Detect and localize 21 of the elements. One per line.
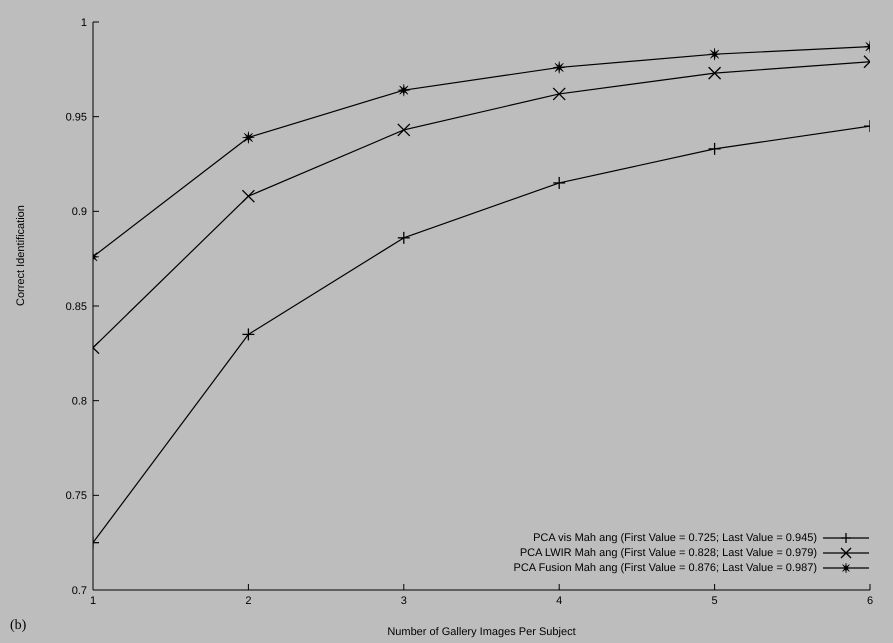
x-tick-label: 5: [712, 594, 718, 607]
text: (b): [10, 618, 26, 634]
y-tick-label: 0.75: [66, 490, 87, 502]
x-tick-label: 2: [245, 594, 252, 607]
x-tick-label: 4: [556, 594, 562, 607]
y-tick-label: 0.95: [66, 112, 87, 124]
legend-label: PCA Fusion Mah ang (First Value = 0.876; Last Value = 0.987): [514, 562, 817, 574]
point: [552, 61, 566, 74]
y-tick-label: 0.9: [72, 206, 87, 218]
y-axis-title: Correct Identification: [14, 205, 27, 306]
x-tick-label: 3: [400, 594, 407, 607]
y-tick-label: 0.85: [66, 300, 87, 313]
legend-label: PCA LWIR Mah ang (First Value = 0.828; Last Value = 0.979): [520, 546, 817, 558]
y-tick-label: 1: [80, 16, 87, 29]
x-axis-title: Number of Gallery Images Per Subject: [387, 626, 576, 638]
x-tick-label: 1: [90, 594, 96, 607]
point: [398, 84, 410, 96]
y-tick-label: 0.7: [72, 584, 87, 597]
y-tick-label: 0.8: [72, 396, 87, 408]
x-tick-label: 6: [866, 594, 874, 607]
legend-label: PCA vis Mah ang (First Value = 0.725; Last Value = 0.945): [533, 532, 817, 544]
